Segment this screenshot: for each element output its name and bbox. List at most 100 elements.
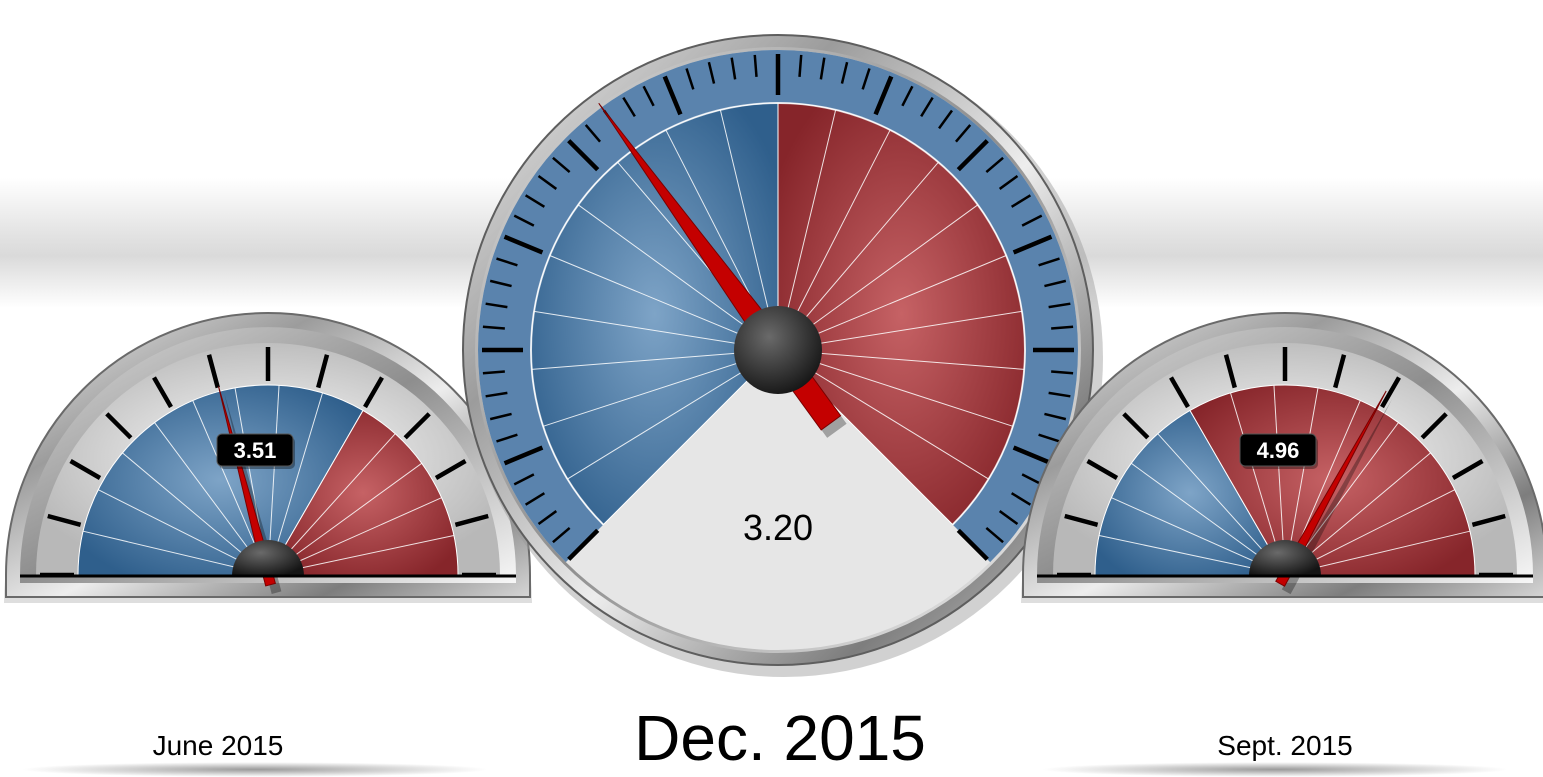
gauge-minor-tick [1048,302,1071,309]
gauge-major-tick [1471,513,1506,527]
gauge-major-tick [1086,459,1119,480]
gauge-major-tick [567,528,600,561]
gauge-hub [1249,540,1321,576]
gauge-major-tick [956,528,989,561]
gauge-label-december: Dec. 2015 [634,702,926,774]
gauge-needle-shadow [1281,398,1393,595]
gauge-minor-tick [998,510,1019,525]
gauge-readout-value: 4.96 [1257,438,1300,463]
floor-shadow-right [1040,762,1510,777]
gauge-major-tick [1333,354,1347,389]
gauge-label-june: June 2015 [152,730,284,761]
gauge-major-tick [1012,234,1053,255]
gauge-minor-tick [524,194,546,208]
gauge-minor-tick [1051,370,1074,375]
gauge-band-1 [1189,384,1476,576]
gauge-june: 3.51 [4,312,532,603]
gauge-major-tick [1451,459,1484,480]
gauge-hub [232,540,304,576]
gauge-minor-tick [1021,473,1043,486]
gauge-minor-tick [485,302,508,309]
gauge-major-tick [434,459,467,480]
gauge-major-tick [1012,445,1053,466]
gauge-minor-tick [622,96,636,118]
gauge-minor-tick [819,57,826,80]
gauge-major-tick [454,513,489,527]
floor-shadow-left [20,762,490,777]
gauge-major-tick [503,445,544,466]
gauge-minor-tick [998,175,1019,190]
gauge-minor-tick [552,156,571,174]
gauge-label-september: Sept. 2015 [1217,730,1353,761]
gauge-minor-tick [685,68,695,90]
gauge-minor-tick [482,370,505,375]
gauge-major-tick [956,139,989,172]
gauge-minor-tick [1038,433,1060,443]
gauge-minor-tick [524,492,546,506]
gauge-tick-track [478,49,1078,563]
gauge-minor-tick [1010,492,1032,506]
gauge-major-tick [1122,412,1150,440]
gauge-minor-tick [552,526,571,544]
gauge-minor-tick [537,175,558,190]
gauge-readout-box [216,433,294,467]
gauge-minor-tick [954,124,972,143]
gauge-minor-tick [482,325,505,330]
gauge-minor-tick [1044,412,1067,421]
gauge-major-tick [567,139,600,172]
gauge-readout-value: 3.51 [234,438,277,463]
gauge-minor-tick [938,109,953,130]
gauge-minor-tick [537,510,558,525]
gauge-minor-tick [861,68,871,90]
gauge-minor-tick [489,412,512,421]
gauge-major-tick [206,354,220,389]
gauge-major-tick [105,412,133,440]
gauge-major-tick [873,75,894,116]
gauge-major-tick [1064,513,1099,527]
gauge-major-tick [363,376,384,409]
gauge-minor-tick [753,54,758,77]
gauge-minor-tick [485,391,508,398]
gauge-minor-tick [584,124,602,143]
gauge-minor-tick [985,526,1004,544]
gauge-minor-tick [920,96,934,118]
gauge-minor-tick [513,473,535,486]
gauge-major-tick [503,234,544,255]
gauge-minor-tick [985,156,1004,174]
gauge-minor-tick [1048,391,1071,398]
gauge-september: 4.96 [1021,312,1543,603]
gauge-minor-tick [496,257,518,267]
gauge-major-tick [1380,376,1401,409]
gauge-minor-tick [489,279,512,288]
gauge-major-tick [1169,376,1190,409]
gauge-minor-tick [840,61,849,84]
gauge-band-0 [77,384,364,576]
gauge-minor-tick [1021,214,1043,227]
gauge-minor-tick [707,61,716,84]
gauge-minor-tick [1051,325,1074,330]
gauge-readout-box [1239,433,1317,467]
gauge-major-tick [69,459,102,480]
gauge-major-tick [403,412,431,440]
gauge-major-tick [662,75,683,116]
gauge-major-tick [1223,354,1237,389]
gauge-minor-tick [901,85,914,107]
gauge-major-tick [152,376,173,409]
gauge-minor-tick [1038,257,1060,267]
gauge-minor-tick [1044,279,1067,288]
gauge-readout-value: 3.20 [743,507,813,548]
gauge-hub [734,306,822,394]
gauge-band-0 [1094,409,1286,576]
gauge-minor-tick [798,54,803,77]
gauge-major-tick [47,513,82,527]
gauge-needle [1275,390,1387,587]
gauge-december: 3.20 [462,34,1103,677]
gauge-minor-tick [496,433,518,443]
gauge-band-1 [267,409,459,576]
gauge-minor-tick [642,85,655,107]
gauge-major-tick [1420,412,1448,440]
gauge-minor-tick [730,57,737,80]
gauge-minor-tick [1010,194,1032,208]
gauge-major-tick [316,354,330,389]
